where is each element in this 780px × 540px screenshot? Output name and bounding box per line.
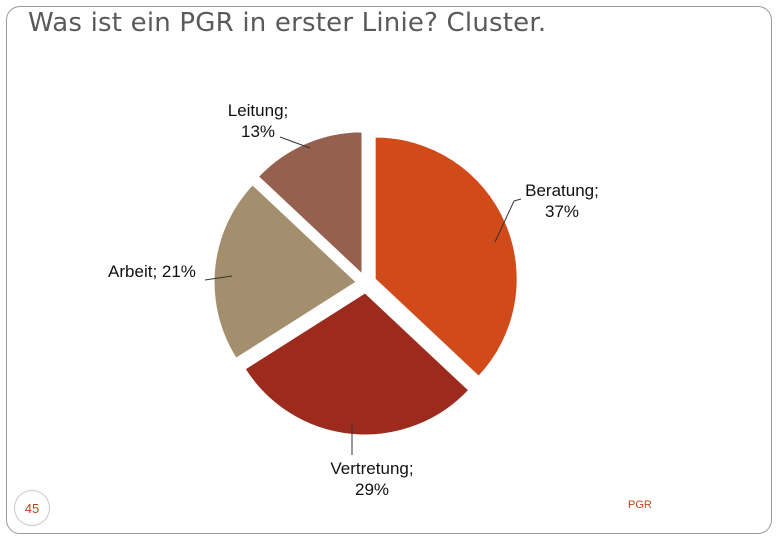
page-number: 45 xyxy=(14,490,50,526)
slide-title: Was ist ein PGR in erster Linie? Cluster… xyxy=(28,8,547,38)
data-label-vertretung: Vertretung; 29% xyxy=(330,459,413,499)
data-label-arbeit: Arbeit; 21% xyxy=(108,262,196,281)
pie-slice-beratung xyxy=(374,136,518,377)
leader-line-leitung xyxy=(279,136,311,149)
data-label-beratung: Beratung; 37% xyxy=(525,181,599,221)
leader-line-beratung xyxy=(494,198,522,243)
footer-text: PGR xyxy=(628,499,652,511)
leader-line-arbeit xyxy=(204,275,233,281)
pie-slice-arbeit xyxy=(213,184,357,359)
pie-slice-leitung xyxy=(257,131,363,275)
data-label-leitung: Leitung; 13% xyxy=(228,101,289,141)
